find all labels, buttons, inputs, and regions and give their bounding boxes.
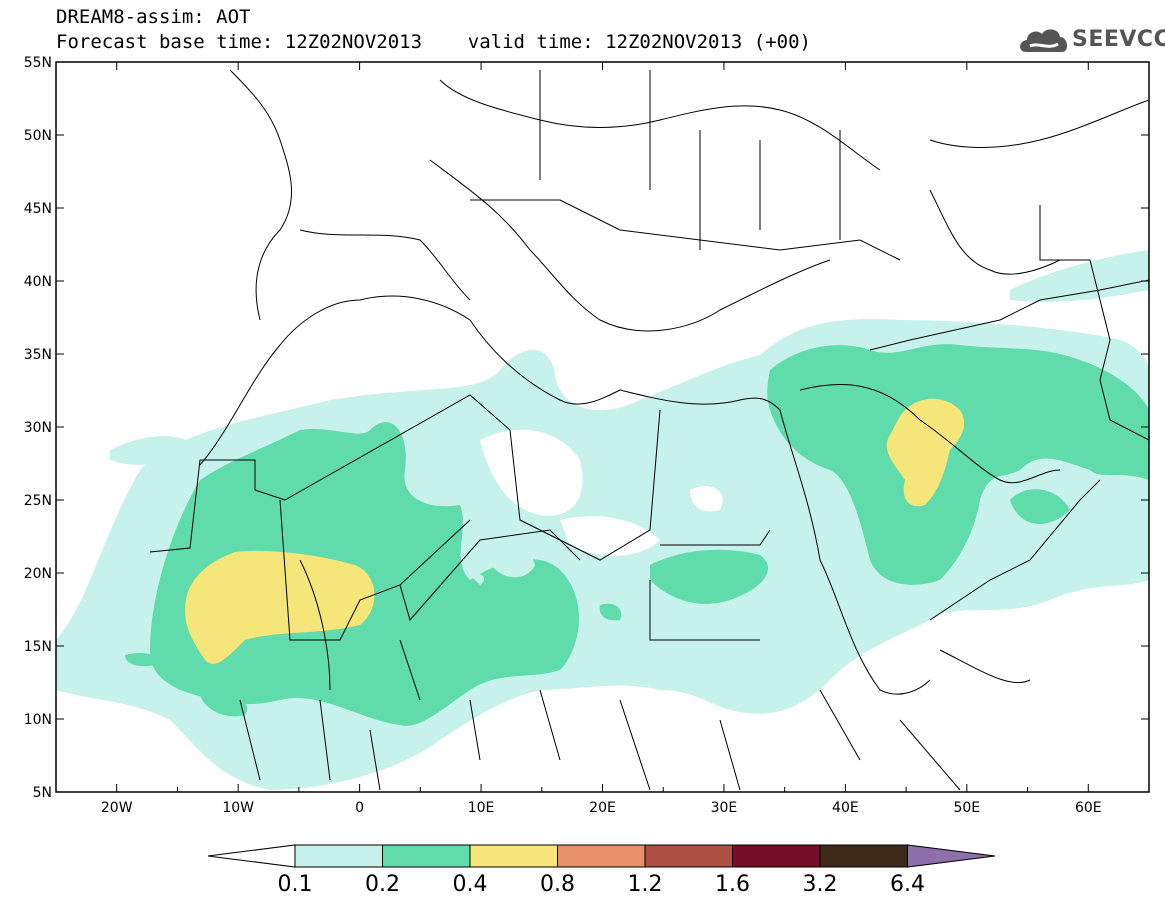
colorbar-lower-extension (207, 844, 296, 868)
lat-tick-label: 40N (24, 274, 52, 290)
aot-field (56, 250, 1149, 790)
lat-tick-label: 30N (24, 420, 52, 436)
aot-level-0.1-inner (470, 546, 535, 585)
colorbar-label: 0.2 (365, 872, 400, 897)
colorbar-label: 0.4 (453, 872, 488, 897)
colorbar-segment (819, 844, 908, 868)
aot-level-0.4 (185, 398, 965, 664)
lat-tick-label: 5N (33, 785, 52, 801)
seevccc-logo: SEEVCCC (1072, 27, 1165, 52)
colorbar-label: 6.4 (890, 872, 925, 897)
colorbar-label: 3.2 (803, 872, 838, 897)
colorbar-segment (557, 844, 646, 868)
colorbar-segment (469, 844, 558, 868)
colorbar-label: 1.2 (628, 872, 663, 897)
lon-tick-label: 20E (589, 800, 616, 816)
lon-tick-label: 20W (101, 800, 133, 816)
lat-tick-label: 45N (24, 201, 52, 217)
lon-tick-label: 0 (355, 800, 364, 816)
lat-tick-label: 25N (24, 493, 52, 509)
longitude-axis: 20W 10W 0 10E 20E 30E 40E 50E 60E (55, 62, 1150, 816)
lon-tick-label: 40E (832, 800, 859, 816)
lon-tick-label: 50E (953, 800, 980, 816)
lon-tick-label: 30E (711, 800, 738, 816)
lon-tick-label: 10E (468, 800, 495, 816)
country-borders (149, 69, 1149, 791)
colorbar: 0.1 0.2 0.4 0.8 1.2 1.6 3.2 6.4 (207, 844, 996, 897)
lat-tick-label: 10N (24, 712, 52, 728)
colorbar-label: 0.1 (278, 872, 313, 897)
colorbar-segment (644, 844, 733, 868)
colorbar-segment (732, 844, 821, 868)
latitude-axis: 5N 10N 15N 20N 25N 30N 35N 40N 45N 50N 55N (24, 55, 1149, 801)
lon-tick-label: 60E (1075, 800, 1102, 816)
lat-tick-label: 35N (24, 347, 52, 363)
colorbar-upper-extension (907, 844, 996, 868)
cloud-icon (1020, 29, 1068, 52)
colorbar-segment (382, 844, 471, 868)
lat-tick-label: 15N (24, 639, 52, 655)
lon-tick-label: 10W (222, 800, 254, 816)
map-title: DREAM8-assim: AOT (56, 6, 251, 28)
lat-tick-label: 20N (24, 566, 52, 582)
forecast-time-info: Forecast base time: 12Z02NOV2013 valid t… (56, 31, 811, 53)
colorbar-segment (294, 844, 383, 868)
colorbar-label: 0.8 (540, 872, 575, 897)
lat-tick-label: 50N (24, 128, 52, 144)
lat-tick-label: 55N (24, 55, 52, 71)
colorbar-label: 1.6 (715, 872, 750, 897)
